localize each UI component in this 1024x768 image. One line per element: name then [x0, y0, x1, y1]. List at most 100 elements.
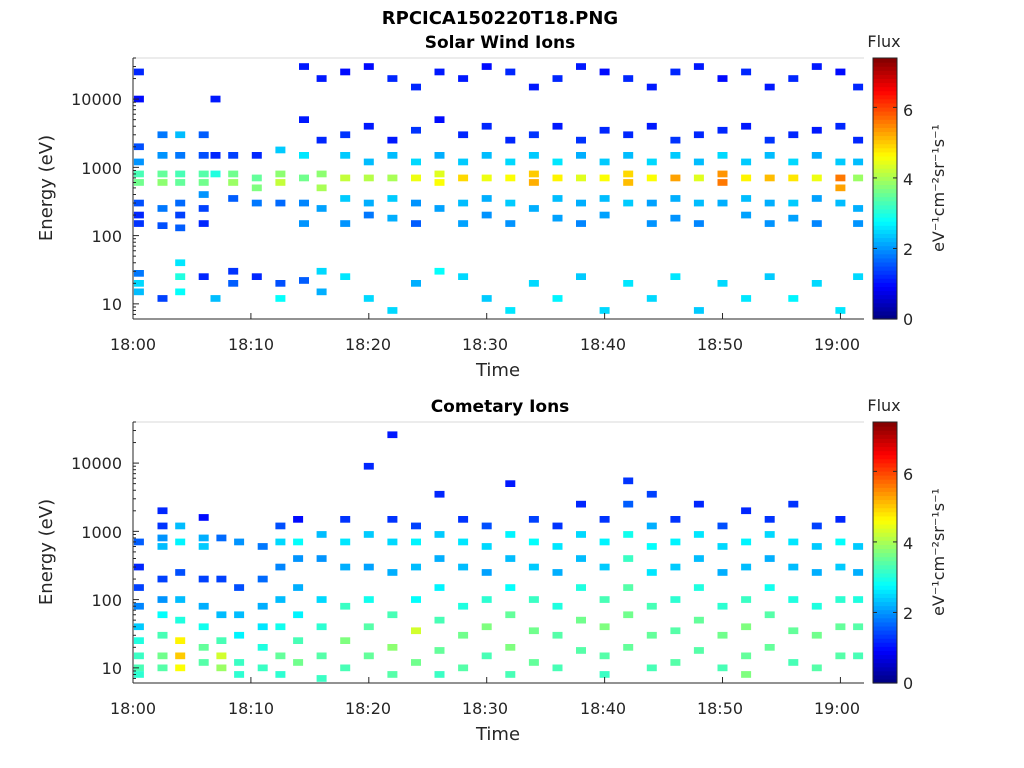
heatmap-cell — [717, 631, 728, 639]
heatmap-cell — [387, 644, 398, 651]
heatmap-cell — [788, 131, 799, 139]
heatmap-cell — [623, 131, 634, 139]
heatmap-cell — [434, 531, 445, 538]
colorbar-segment — [873, 119, 897, 124]
colorbar-segment — [873, 278, 897, 283]
heatmap-cell — [741, 652, 752, 660]
heatmap-cell — [293, 637, 304, 644]
colorbar-segment — [873, 151, 897, 157]
colorbar-segment — [873, 568, 897, 574]
heatmap-cell — [275, 623, 286, 631]
heatmap-cell — [552, 522, 563, 530]
heatmap-cell — [788, 295, 799, 302]
heatmap-cell — [458, 538, 469, 546]
heatmap-cell — [623, 644, 634, 651]
heatmap-cell — [458, 273, 469, 280]
heatmap-cell — [623, 152, 634, 159]
heatmap-cell — [670, 136, 681, 144]
x-tick-labels: 18:00 18:10 18:20 18:30 18:40 18:50 19:0… — [110, 699, 860, 718]
heatmap-cell — [693, 616, 704, 624]
colorbar-segment — [873, 491, 897, 497]
colorbar-segment — [873, 310, 897, 316]
heatmap-cell — [717, 543, 728, 550]
heatmap-cell — [434, 179, 445, 186]
heatmap-cell — [411, 522, 421, 530]
heatmap-cell — [481, 195, 492, 202]
heatmap-cell — [717, 152, 728, 159]
heatmap-cell — [764, 644, 775, 651]
heatmap-cell — [411, 174, 421, 182]
y-tick-label: 1000 — [81, 523, 122, 542]
colorbar-segment — [873, 200, 897, 206]
heatmap-cell — [257, 543, 268, 550]
colorbar-segment — [873, 466, 897, 472]
heatmap-cell — [717, 75, 728, 82]
colorbar-segment — [873, 237, 897, 243]
heatmap-cell — [210, 95, 221, 103]
colorbar-segment — [873, 229, 897, 234]
heatmap-cell — [411, 83, 421, 91]
heatmap-cell — [599, 623, 610, 631]
colorbar-segment — [873, 458, 897, 464]
heatmap-cell — [552, 214, 563, 222]
colorbar-segment — [873, 666, 897, 672]
heatmap-cell — [505, 220, 516, 227]
colorbar-tick-label: 6 — [903, 101, 913, 120]
heatmap-cell — [764, 199, 775, 207]
colorbar-segment — [873, 180, 897, 186]
colorbar-segment — [873, 172, 897, 177]
heatmap-cell — [835, 563, 846, 571]
heatmap-cell — [741, 295, 752, 302]
heatmap-cell — [788, 174, 799, 182]
colorbar-segment — [873, 188, 897, 194]
colorbar-segment — [873, 422, 897, 427]
heatmap-cell — [411, 158, 421, 166]
x-axis-label: Time — [475, 360, 520, 381]
heatmap-cell — [717, 126, 728, 134]
heatmap-cell — [198, 602, 209, 610]
x-tick-label: 18:10 — [228, 335, 274, 354]
heatmap-cell — [299, 174, 309, 182]
heatmap-cell — [670, 538, 681, 546]
heatmap-cell — [316, 555, 327, 562]
heatmap-cell — [646, 174, 657, 182]
heatmap-cell — [670, 659, 681, 666]
heatmap-cell — [741, 122, 752, 130]
colorbar-segment — [873, 204, 897, 210]
heatmap-cell — [646, 543, 657, 550]
heatmap-cell — [835, 174, 846, 182]
colorbar-segment — [873, 552, 897, 558]
heatmap-cell — [528, 563, 539, 571]
heatmap-cell — [835, 596, 846, 603]
heatmap-cell — [576, 531, 586, 538]
heatmap-cell — [853, 273, 864, 280]
heatmap-cell — [299, 277, 309, 284]
colorbar-tick-label: 2 — [903, 604, 913, 623]
y-tick-label: 1000 — [81, 159, 122, 178]
x-axis-label: Time — [475, 724, 520, 745]
colorbar-segment — [873, 585, 897, 590]
heatmap-cell — [387, 136, 398, 144]
y-tick-label: 100 — [91, 591, 122, 610]
heatmap-cell — [251, 174, 262, 182]
heatmap-cell — [505, 584, 516, 591]
colorbar-segment — [873, 217, 897, 222]
heatmap-cell — [228, 152, 239, 159]
x-tick-label: 18:30 — [462, 335, 508, 354]
heatmap-cell — [175, 131, 186, 139]
colorbar-segment — [873, 102, 897, 108]
heatmap-cell — [133, 623, 144, 631]
heatmap-cell — [646, 522, 657, 530]
x-tick-label: 18:00 — [110, 335, 156, 354]
heatmap-cell — [133, 584, 144, 591]
heatmap-cell — [411, 126, 421, 134]
heatmap-cell — [434, 170, 445, 178]
heatmap-cell — [599, 307, 610, 314]
heatmap-cell — [599, 538, 610, 546]
heatmap-cell — [198, 131, 209, 139]
heatmap-cell — [216, 652, 227, 660]
heatmap-cell — [157, 170, 168, 178]
heatmap-cell — [387, 214, 398, 222]
colorbar-segment — [873, 450, 897, 456]
heatmap-cell — [853, 623, 864, 631]
